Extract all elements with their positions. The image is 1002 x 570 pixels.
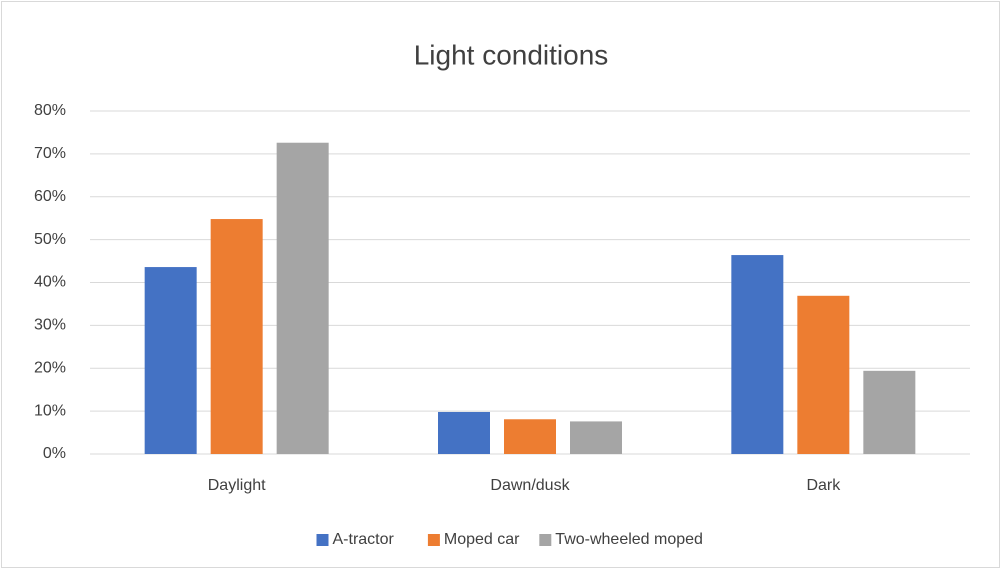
- bar: [276, 142, 329, 455]
- y-tick-label: 40%: [34, 274, 66, 291]
- legend-label: A-tractor: [333, 531, 395, 548]
- bar: [797, 295, 850, 454]
- x-tick-label: Dark: [806, 477, 841, 494]
- y-tick-label: 10%: [34, 402, 66, 419]
- bar: [438, 411, 490, 454]
- bar: [144, 267, 197, 454]
- legend-swatch: [316, 534, 329, 546]
- y-tick-label: 30%: [34, 317, 66, 334]
- legend-swatch: [427, 534, 440, 546]
- x-tick-label: Dawn/dusk: [490, 477, 570, 494]
- bar: [504, 419, 556, 454]
- bar: [210, 219, 263, 454]
- x-tick-label: Daylight: [208, 477, 266, 494]
- y-tick-label: 60%: [34, 188, 66, 205]
- y-tick-label: 0%: [43, 445, 66, 462]
- y-tick-label: 20%: [34, 359, 66, 376]
- bar: [731, 255, 784, 454]
- legend-label: Two-wheeled moped: [555, 531, 703, 548]
- legend-label: Moped car: [444, 531, 520, 548]
- y-tick-label: 50%: [34, 231, 66, 248]
- y-tick-label: 70%: [34, 145, 66, 162]
- chart-title: Light conditions: [414, 39, 609, 70]
- bar: [863, 370, 916, 454]
- bar: [570, 421, 622, 454]
- y-tick-label: 80%: [34, 102, 66, 119]
- legend-swatch: [539, 534, 552, 546]
